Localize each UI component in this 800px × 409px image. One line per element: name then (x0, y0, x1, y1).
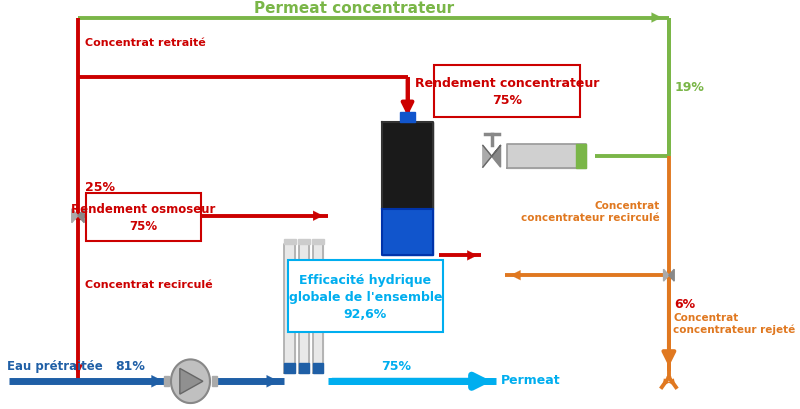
Text: Eau prétraitée: Eau prétraitée (7, 359, 103, 372)
Polygon shape (492, 146, 501, 168)
Text: 25%: 25% (85, 180, 115, 193)
Polygon shape (283, 239, 296, 245)
Text: Concentrat
concentrateur recirculé: Concentrat concentrateur recirculé (522, 200, 660, 222)
Text: Concentrat
concentrateur rejeté: Concentrat concentrateur rejeté (674, 312, 795, 335)
Text: Rendement osmoseur
75%: Rendement osmoseur 75% (71, 202, 216, 232)
Polygon shape (313, 245, 323, 373)
Text: Rendement concentrateur
75%: Rendement concentrateur 75% (415, 76, 599, 107)
Polygon shape (401, 112, 414, 122)
Text: Permeat concentrateur: Permeat concentrateur (254, 1, 454, 16)
FancyBboxPatch shape (434, 66, 580, 117)
Text: Concentrat recirculé: Concentrat recirculé (85, 279, 213, 289)
Polygon shape (180, 369, 203, 394)
Polygon shape (483, 146, 492, 168)
Polygon shape (72, 209, 78, 223)
Polygon shape (298, 245, 309, 373)
Polygon shape (382, 209, 434, 256)
Polygon shape (212, 376, 217, 386)
FancyBboxPatch shape (86, 193, 201, 241)
Polygon shape (298, 364, 309, 373)
Text: 19%: 19% (674, 81, 704, 94)
Polygon shape (78, 209, 84, 223)
Polygon shape (669, 270, 674, 281)
Text: Permeat: Permeat (501, 373, 560, 386)
Polygon shape (164, 376, 170, 386)
Text: 81%: 81% (115, 359, 145, 372)
Polygon shape (284, 245, 295, 373)
Polygon shape (576, 145, 586, 169)
Polygon shape (663, 270, 669, 281)
Polygon shape (313, 364, 323, 373)
Polygon shape (171, 360, 210, 403)
Text: Concentrat retraité: Concentrat retraité (85, 38, 206, 48)
Polygon shape (382, 122, 434, 209)
Text: Efficacité hydrique
globale de l'ensemble
92,6%: Efficacité hydrique globale de l'ensembl… (289, 273, 442, 320)
FancyBboxPatch shape (288, 261, 443, 332)
Polygon shape (298, 239, 310, 245)
Text: 75%: 75% (381, 359, 411, 372)
Polygon shape (506, 145, 586, 169)
Polygon shape (284, 364, 295, 373)
Polygon shape (312, 239, 324, 245)
Text: 6%: 6% (674, 297, 695, 310)
